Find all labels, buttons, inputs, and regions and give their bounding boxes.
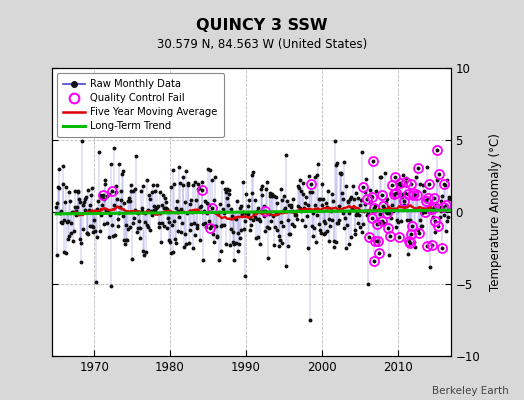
Legend: Raw Monthly Data, Quality Control Fail, Five Year Moving Average, Long-Term Tren: Raw Monthly Data, Quality Control Fail, … bbox=[58, 73, 224, 137]
Text: QUINCY 3 SSW: QUINCY 3 SSW bbox=[196, 18, 328, 33]
Text: Berkeley Earth: Berkeley Earth bbox=[432, 386, 508, 396]
Text: 30.579 N, 84.563 W (United States): 30.579 N, 84.563 W (United States) bbox=[157, 38, 367, 51]
Y-axis label: Temperature Anomaly (°C): Temperature Anomaly (°C) bbox=[488, 133, 501, 291]
